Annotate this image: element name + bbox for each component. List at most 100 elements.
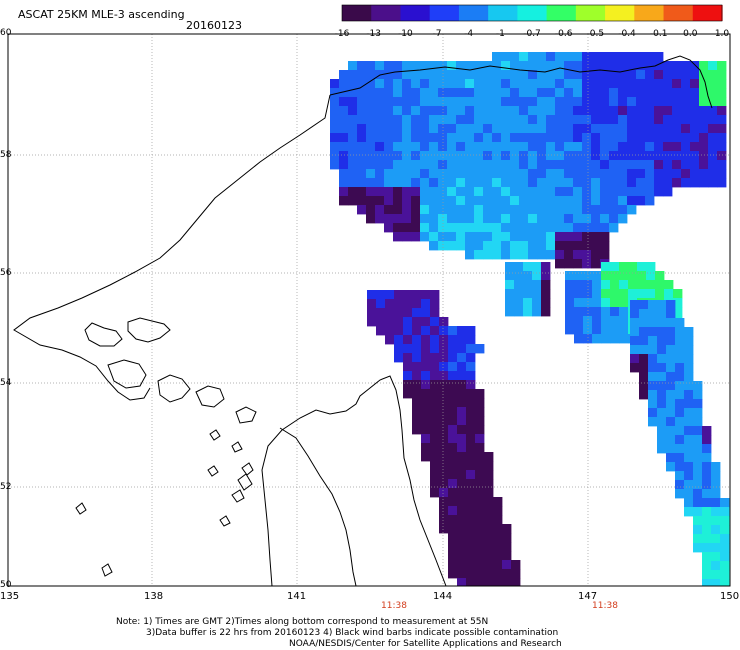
wind-pixel [645, 142, 655, 152]
wind-pixel [394, 344, 404, 354]
wind-pixel [564, 250, 574, 260]
coastline [13, 55, 713, 586]
wind-pixel [528, 79, 538, 89]
wind-pixel [630, 336, 640, 346]
wind-pixel [528, 97, 538, 107]
wind-pixel [609, 142, 619, 152]
wind-pixel [421, 308, 431, 318]
wind-pixel [456, 160, 466, 170]
wind-pixel [385, 308, 395, 318]
note-line-3: NOAA/NESDIS/Center for Satellite Applica… [289, 639, 562, 649]
wind-pixel [600, 178, 610, 188]
wind-pixel [690, 115, 700, 125]
wind-pixel [412, 380, 422, 390]
wind-pixel [672, 142, 682, 152]
wind-pixel [348, 178, 358, 188]
wind-pixel [493, 569, 503, 579]
wind-pixel [666, 381, 676, 391]
wind-pixel [466, 362, 476, 372]
wind-pixel [375, 214, 385, 224]
wind-pixel [564, 133, 574, 143]
coastline-segment [261, 375, 447, 586]
wind-pixel [393, 232, 403, 242]
wind-pixel [528, 187, 538, 197]
wind-pixel [708, 79, 718, 89]
wind-pixel [717, 70, 727, 80]
wind-pixel [708, 151, 718, 161]
wind-pixel [717, 133, 727, 143]
lat-label-56: 56 [0, 268, 12, 278]
wind-pixel [375, 115, 385, 125]
wind-pixel [466, 389, 476, 399]
wind-pixel [657, 372, 667, 382]
wind-pixel [484, 515, 494, 525]
wind-pixel [600, 52, 610, 62]
wind-pixel [438, 151, 448, 161]
wind-pixel [657, 426, 667, 436]
wind-pixel [439, 461, 449, 471]
wind-pixel [600, 196, 610, 206]
wind-pixel [403, 326, 413, 336]
wind-pixel [402, 133, 412, 143]
wind-pixel [690, 160, 700, 170]
wind-pixel [492, 115, 502, 125]
wind-pixel [555, 259, 565, 269]
wind-pixel [439, 407, 449, 417]
wind-pixel [421, 371, 431, 381]
wind-pixel [430, 398, 440, 408]
wind-pixel [583, 298, 593, 308]
wind-pixel [673, 307, 683, 317]
wind-pixel [573, 97, 583, 107]
wind-pixel [666, 345, 676, 355]
wind-pixel [501, 241, 511, 251]
wind-pixel [657, 435, 667, 445]
wind-pixel [519, 52, 529, 62]
wind-pixel [582, 115, 592, 125]
wind-pixel [609, 187, 619, 197]
wind-pixel [483, 160, 493, 170]
wind-pixel [609, 79, 619, 89]
wind-pixel [639, 363, 649, 373]
wind-pixel [393, 151, 403, 161]
wind-pixel [447, 205, 457, 215]
wind-pixel [702, 534, 712, 544]
graticule [8, 34, 730, 586]
wind-pixel [630, 309, 640, 319]
wind-pixel [475, 443, 485, 453]
wind-pixel [475, 524, 485, 534]
wind-pixel [645, 169, 655, 179]
wind-pixel [555, 241, 565, 251]
wind-pixel [502, 578, 512, 586]
wind-pixel [456, 223, 466, 233]
wind-pixel [376, 290, 386, 300]
wind-pixel [666, 399, 676, 409]
wind-pixel [475, 578, 485, 586]
wind-pixel [523, 280, 533, 290]
wind-pixel [699, 115, 709, 125]
wind-pixel [645, 61, 655, 71]
wind-pixel [582, 214, 592, 224]
wind-pixel [708, 115, 718, 125]
wind-pixel [564, 52, 574, 62]
wind-pixel [448, 551, 458, 561]
wind-pixel [448, 371, 458, 381]
wind-pixel [510, 106, 520, 116]
wind-pixel [448, 506, 458, 516]
wind-pixel [591, 79, 601, 89]
wind-pixel [376, 326, 386, 336]
wind-pixel [574, 325, 584, 335]
wind-pixel [384, 124, 394, 134]
wind-pixel [573, 151, 583, 161]
wind-pixel [357, 151, 367, 161]
wind-pixel [492, 142, 502, 152]
wind-pixel [357, 187, 367, 197]
wind-pixel [483, 196, 493, 206]
wind-pixel [684, 327, 694, 337]
wind-pixel [465, 61, 475, 71]
wind-pixel [339, 88, 349, 98]
lat-label-52: 52 [0, 482, 12, 492]
wind-pixel [474, 61, 484, 71]
wind-pixel [420, 70, 430, 80]
wind-pixel [582, 196, 592, 206]
coastline-segment [279, 427, 357, 586]
